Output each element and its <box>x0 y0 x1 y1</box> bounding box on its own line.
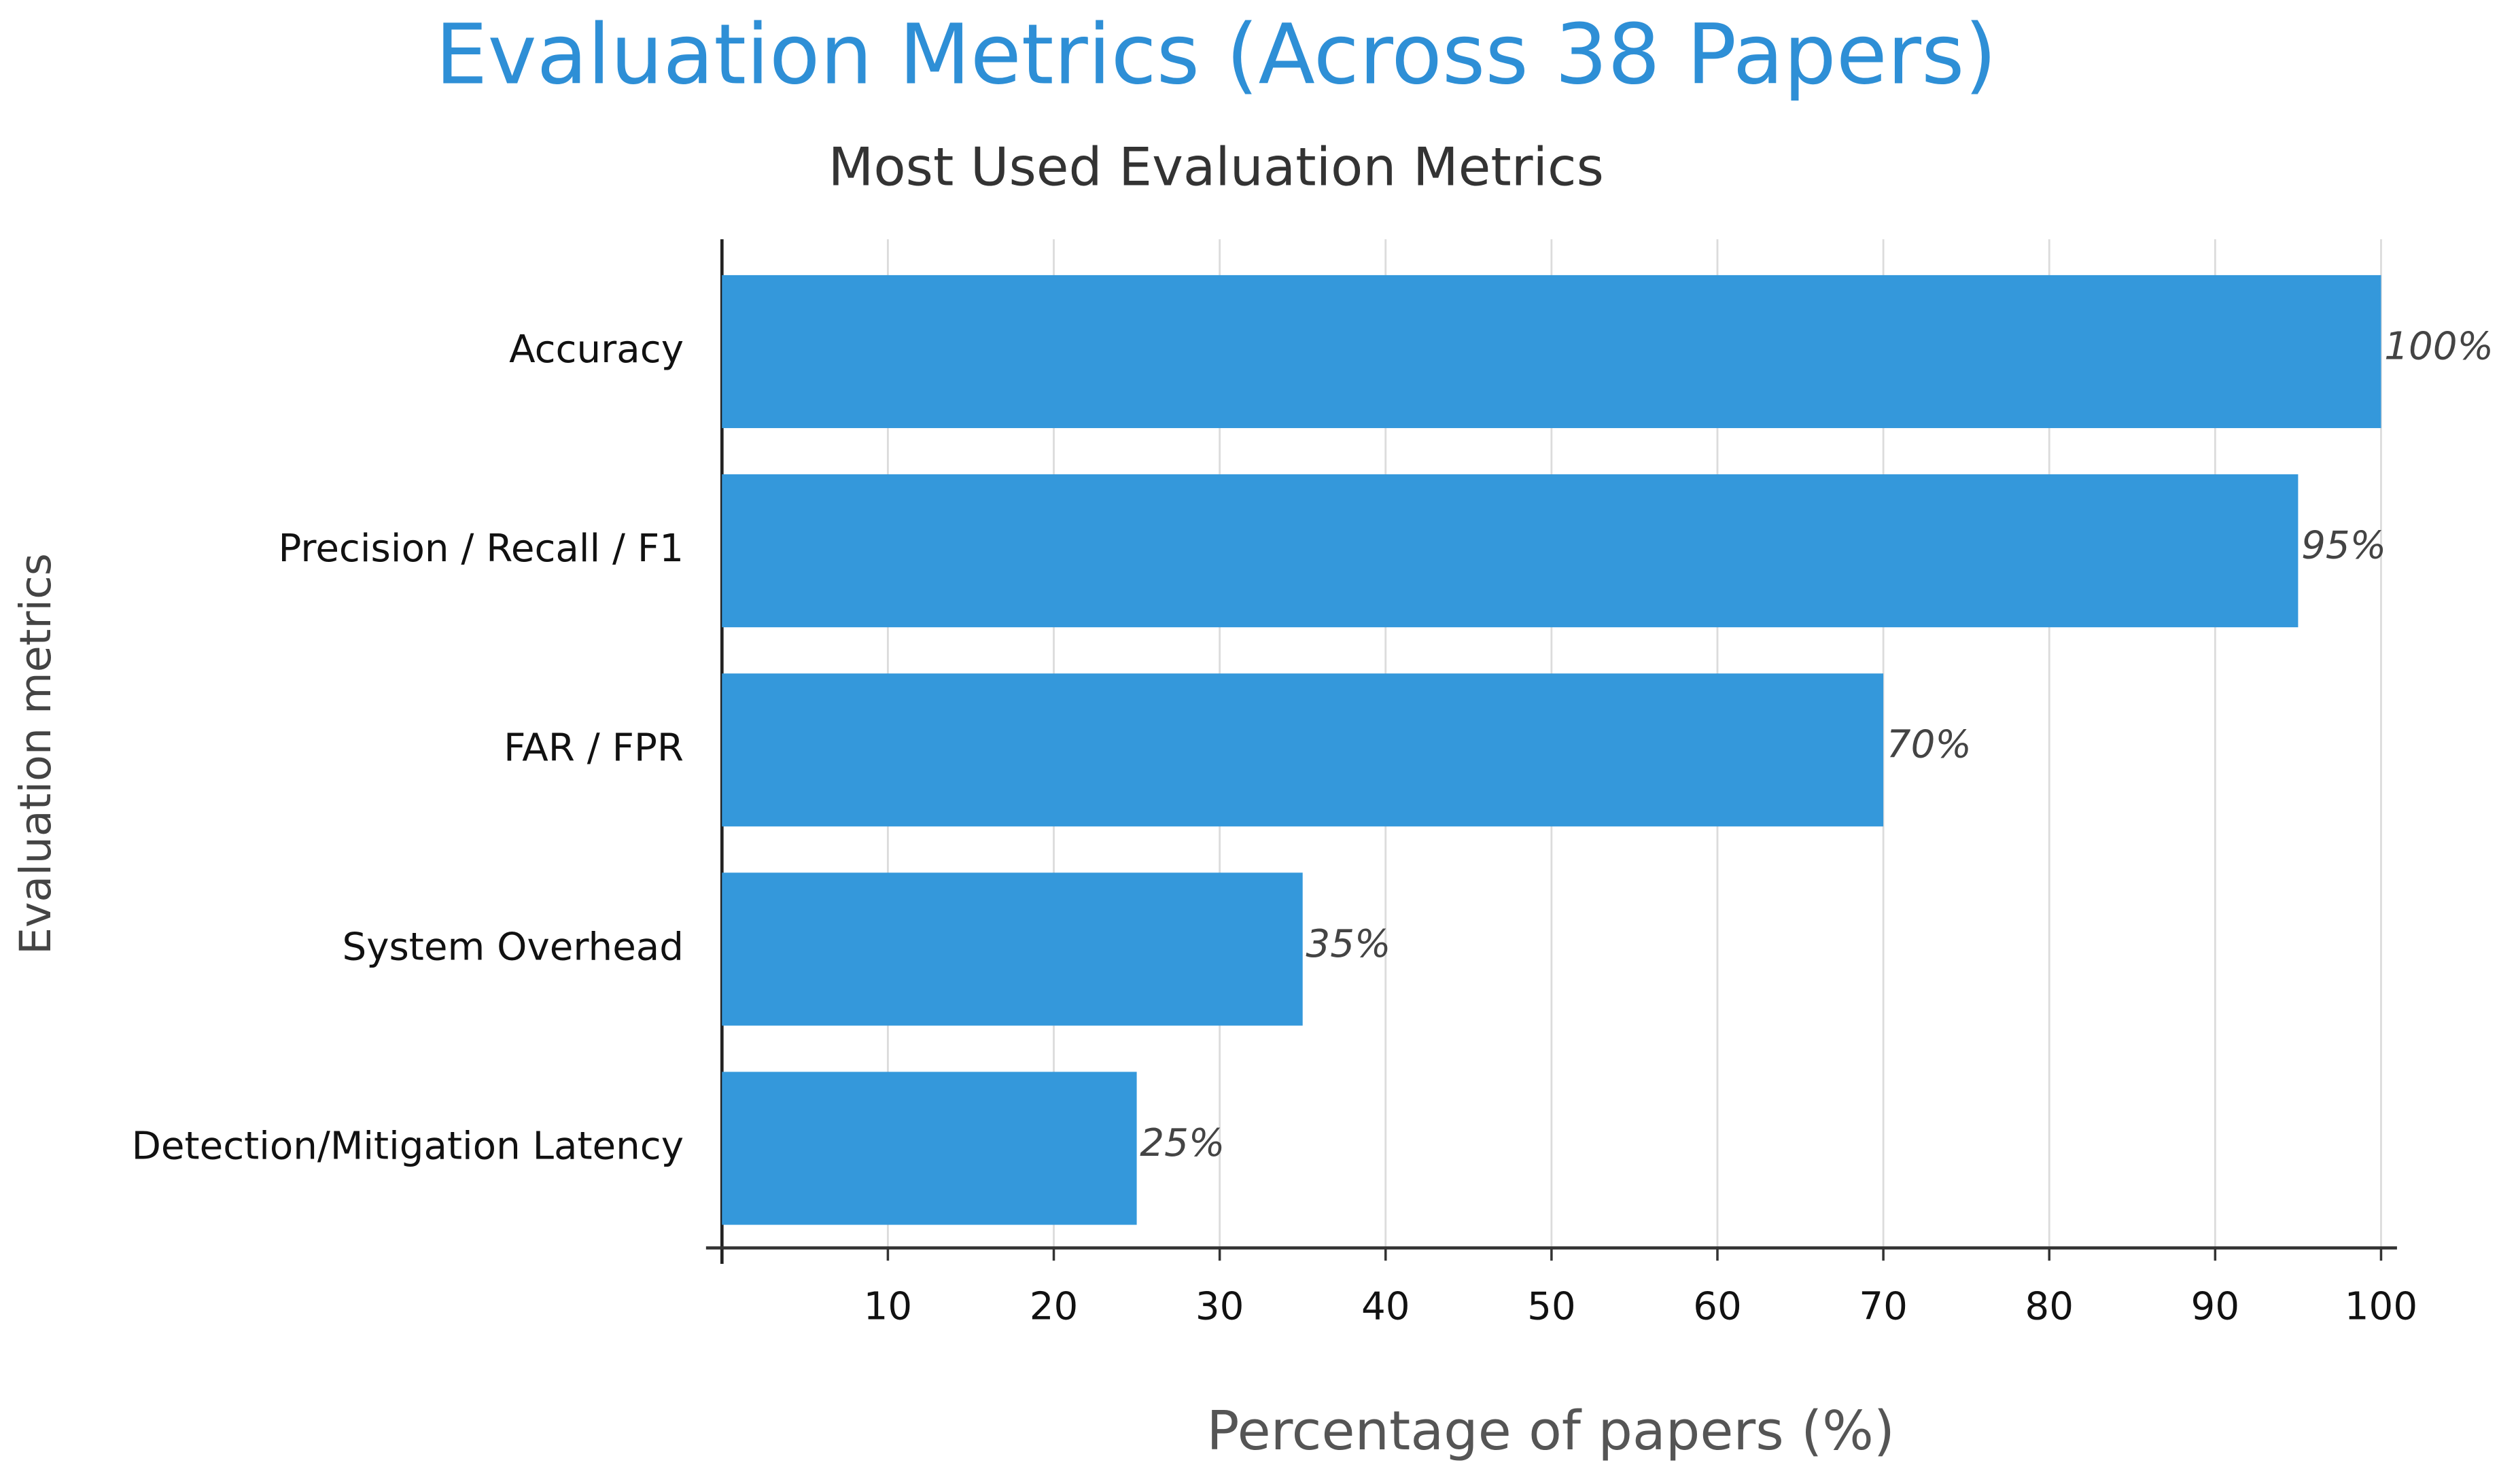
y-tick-label: Precision / Recall / F1 <box>278 527 684 571</box>
x-axis-label: Percentage of papers (%) <box>1206 1399 1895 1462</box>
y-tick-label: Accuracy <box>509 328 684 372</box>
bar <box>722 474 2299 628</box>
x-tick-label: 20 <box>1030 1284 1079 1328</box>
x-tick-label: 50 <box>1527 1284 1576 1328</box>
x-tick-label: 40 <box>1361 1284 1410 1328</box>
x-tick-label: 100 <box>2345 1284 2417 1328</box>
y-tick-label: System Overhead <box>342 925 684 969</box>
x-tick-label: 30 <box>1195 1284 1244 1328</box>
bar <box>722 673 1884 827</box>
value-label: 35% <box>1306 922 1391 966</box>
value-label: 95% <box>2301 524 2386 568</box>
value-label: 100% <box>2384 324 2494 368</box>
x-tick-label: 10 <box>864 1284 913 1328</box>
x-tick-label: 60 <box>1693 1284 1742 1328</box>
chart-title: Evaluation Metrics (Across 38 Papers) <box>435 7 1997 103</box>
bar <box>722 872 1303 1026</box>
x-tick-label: 90 <box>2191 1284 2240 1328</box>
value-label: 25% <box>1140 1121 1225 1165</box>
bar <box>722 275 2381 429</box>
x-tick-label: 70 <box>1859 1284 1908 1328</box>
value-label: 70% <box>1887 723 1972 767</box>
y-tick-label: Detection/Mitigation Latency <box>132 1125 684 1169</box>
chart-subtitle: Most Used Evaluation Metrics <box>828 137 1604 198</box>
y-tick-label: FAR / FPR <box>504 726 684 770</box>
y-axis-label: Evaluation metrics <box>10 553 60 955</box>
x-tick-label: 80 <box>2025 1284 2074 1328</box>
bar <box>722 1072 1137 1225</box>
